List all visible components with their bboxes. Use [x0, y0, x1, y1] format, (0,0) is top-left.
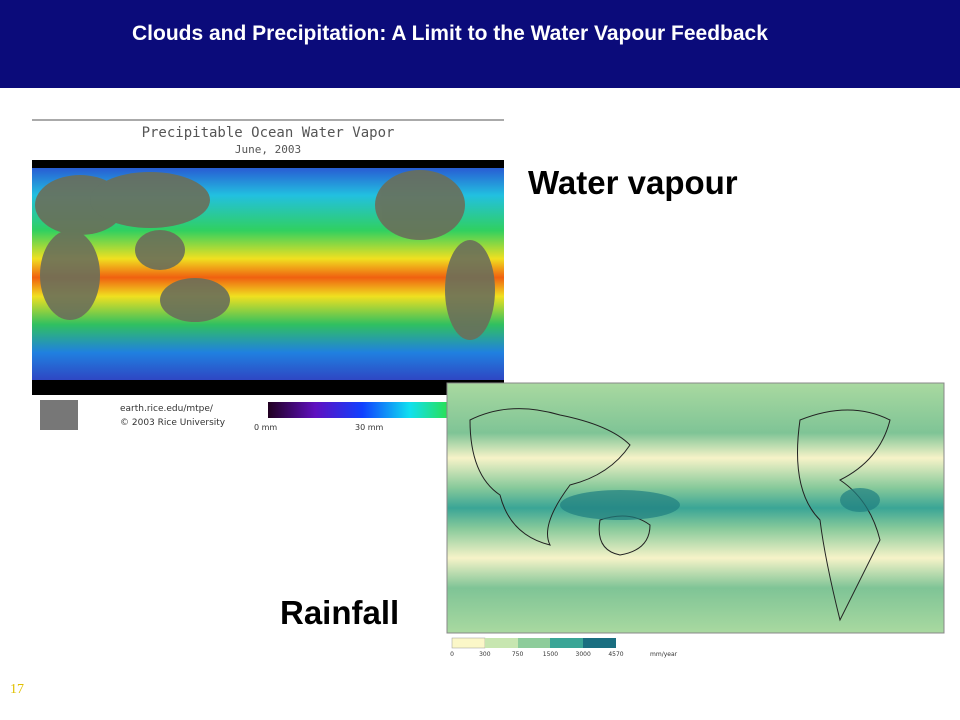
scale-label: 750 — [512, 651, 524, 658]
header-bar — [0, 0, 960, 88]
scale-label: 0 mm — [254, 423, 277, 432]
label: Rainfall — [280, 594, 399, 631]
label: Water vapour — [528, 164, 738, 201]
map-title: Precipitable Ocean Water Vapor — [142, 125, 395, 141]
map-credit: © 2003 Rice University — [120, 418, 226, 428]
scale-label: 300 — [479, 651, 491, 658]
map-url: earth.rice.edu/mtpe/ — [120, 404, 214, 414]
scale-unit: mm/year — [650, 651, 678, 658]
page-number: 17 — [10, 682, 24, 697]
slide-title: Clouds and Precipitation: A Limit to the… — [132, 22, 768, 45]
scale-label: 4570 — [608, 651, 623, 658]
scale-label: 30 mm — [355, 423, 384, 432]
scale-label: 0 — [450, 651, 454, 658]
rainfall-map-image: 0 300 750 1500 3000 4570 mm/year — [446, 382, 945, 658]
map-date: June, 2003 — [235, 143, 301, 156]
vapour-map-image: Precipitable Ocean Water Vapor June, 200… — [32, 119, 504, 435]
rainfall-colorbar — [451, 637, 616, 649]
scale-label: 3000 — [576, 651, 591, 658]
scale-label: 1500 — [543, 651, 558, 658]
